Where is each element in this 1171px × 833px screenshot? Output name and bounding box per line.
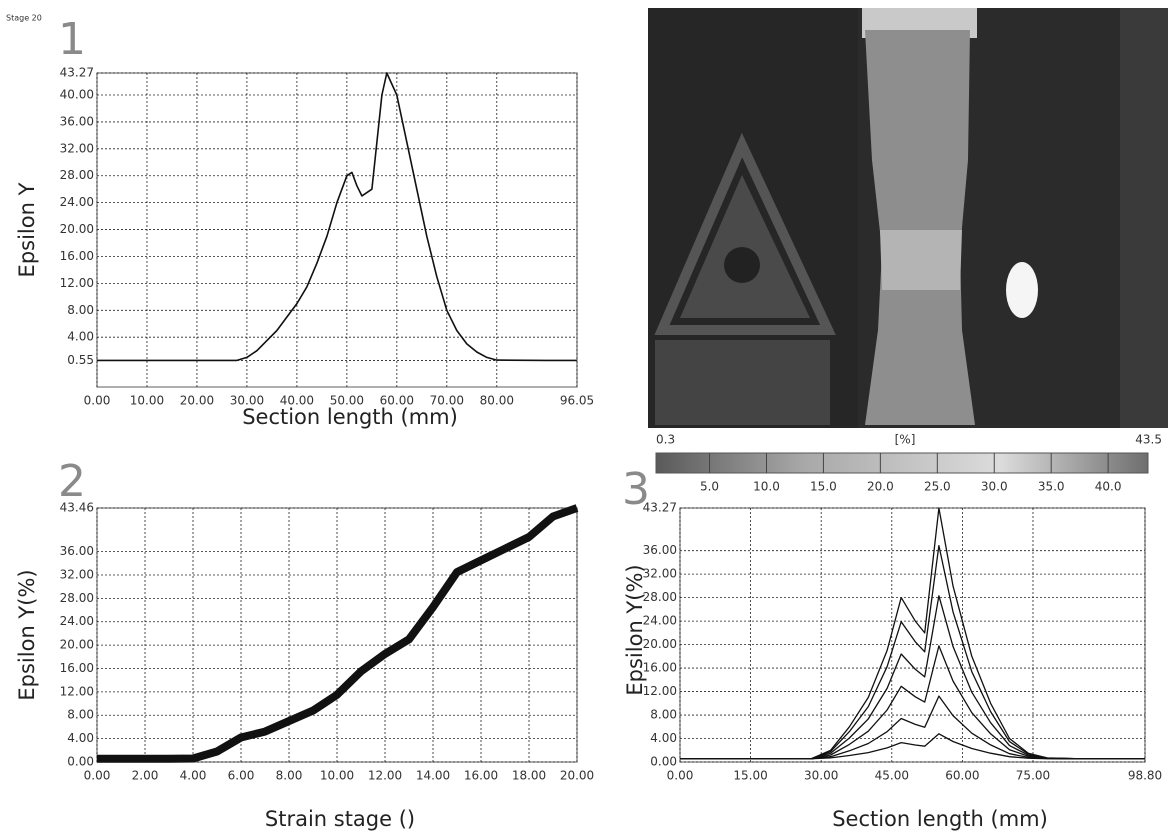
x-tick-label: 60.00	[945, 769, 979, 783]
x-tick-label: 30.00	[230, 394, 264, 408]
y-tick-label: 32.00	[60, 141, 94, 155]
y-tick-label: 4.00	[67, 731, 94, 745]
y-tick-label: 36.00	[60, 544, 94, 558]
y-tick-label: 20.00	[60, 638, 94, 652]
y-tick-label: 28.00	[643, 590, 677, 604]
x-tick-label: 14.00	[416, 769, 450, 783]
panel-label: 3	[622, 464, 650, 515]
y-tick-label: 28.00	[60, 168, 94, 182]
x-axis-title: Section length (mm)	[832, 807, 1048, 831]
x-tick-label: 45.00	[875, 769, 909, 783]
x-tick-label: 0.00	[667, 769, 694, 783]
y-tick-label: 16.00	[60, 661, 94, 675]
x-tick-label: 10.00	[130, 394, 164, 408]
colorbar-tick-label: 25.0	[924, 480, 951, 494]
colorbar-min: 0.3	[656, 433, 675, 447]
y-tick-label: 0.00	[67, 755, 94, 769]
x-axis-title: Strain stage ()	[265, 807, 415, 831]
x-tick-label: 75.00	[1016, 769, 1050, 783]
y-tick-label: 43.27	[643, 501, 677, 515]
x-tick-label: 0.00	[84, 769, 111, 783]
y-tick-label: 36.00	[60, 114, 94, 128]
data-line	[97, 504, 579, 763]
y-axis-title: Epsilon Y(%)	[623, 564, 647, 695]
data-line	[97, 72, 577, 362]
x-tick-label: 96.05	[560, 394, 594, 408]
y-tick-label: 24.00	[643, 614, 677, 628]
x-tick-label: 20.00	[560, 769, 594, 783]
panel-label: 1	[58, 14, 86, 65]
y-tick-label: 16.00	[60, 249, 94, 263]
colorbar: 0.3 [%] 43.5	[655, 433, 1162, 474]
x-tick-label: 30.00	[804, 769, 838, 783]
y-tick-label: 8.00	[650, 708, 677, 722]
x-tick-label: 40.00	[280, 394, 314, 408]
colorbar-tick-label: 40.0	[1095, 480, 1122, 494]
y-tick-label: 20.00	[60, 222, 94, 236]
y-tick-label: 24.00	[60, 195, 94, 209]
y-tick-label: 28.00	[60, 591, 94, 605]
y-tick-label: 36.00	[643, 543, 677, 557]
y-axis-title: Epsilon Y	[15, 182, 39, 277]
plot-area	[96, 72, 578, 388]
x-tick-label: 80.00	[480, 394, 514, 408]
y-tick-label: 32.00	[643, 567, 677, 581]
y-tick-label: 4.00	[67, 330, 94, 344]
y-tick-label: 12.00	[60, 684, 94, 698]
x-tick-label: 6.00	[228, 769, 255, 783]
stage-label: Stage 20	[6, 14, 42, 23]
y-tick-label: 43.27	[60, 66, 94, 80]
x-tick-label: 50.00	[330, 394, 364, 408]
y-tick-label: 32.00	[60, 567, 94, 581]
x-tick-label: 60.00	[380, 394, 414, 408]
y-tick-label: 24.00	[60, 614, 94, 628]
x-tick-label: 20.00	[180, 394, 214, 408]
x-tick-label: 0.00	[84, 394, 111, 408]
x-tick-label: 12.00	[368, 769, 402, 783]
specimen-photo	[648, 8, 1168, 428]
y-tick-label: 16.00	[643, 661, 677, 675]
colorbar-tick-label: 20.0	[867, 480, 894, 494]
y-tick-label: 12.00	[60, 276, 94, 290]
y-tick-label: 20.00	[643, 637, 677, 651]
y-tick-label: 12.00	[643, 684, 677, 698]
x-tick-label: 16.00	[464, 769, 498, 783]
x-tick-label: 4.00	[180, 769, 207, 783]
colorbar-tick-label: 15.0	[810, 480, 837, 494]
x-tick-label: 15.00	[733, 769, 767, 783]
y-tick-label: 0.00	[650, 755, 677, 769]
y-tick-label: 8.00	[67, 303, 94, 317]
x-tick-label: 2.00	[132, 769, 159, 783]
x-tick-label: 10.00	[320, 769, 354, 783]
panel-label: 2	[58, 456, 86, 507]
colorbar-tick-label: 35.0	[1038, 480, 1065, 494]
x-tick-label: 70.00	[430, 394, 464, 408]
colorbar-unit: [%]	[895, 433, 916, 447]
colorbar-scale	[655, 452, 1149, 474]
y-tick-label: 43.46	[60, 501, 94, 515]
data-line	[680, 507, 1145, 760]
colorbar-tick-label: 5.0	[700, 480, 719, 494]
colorbar-tick-label: 10.0	[753, 480, 780, 494]
y-axis-title: Epsilon Y(%)	[15, 569, 39, 700]
x-tick-label: 18.00	[512, 769, 546, 783]
colorbar-tick-label: 30.0	[981, 480, 1008, 494]
x-tick-label: 8.00	[276, 769, 303, 783]
y-tick-label: 8.00	[67, 708, 94, 722]
y-tick-label: 0.55	[67, 353, 94, 367]
x-axis-title: Section length (mm)	[242, 405, 458, 429]
x-tick-label: 98.80	[1128, 769, 1162, 783]
y-tick-label: 40.00	[60, 88, 94, 102]
y-tick-label: 4.00	[650, 731, 677, 745]
colorbar-max: 43.5	[1135, 433, 1162, 447]
